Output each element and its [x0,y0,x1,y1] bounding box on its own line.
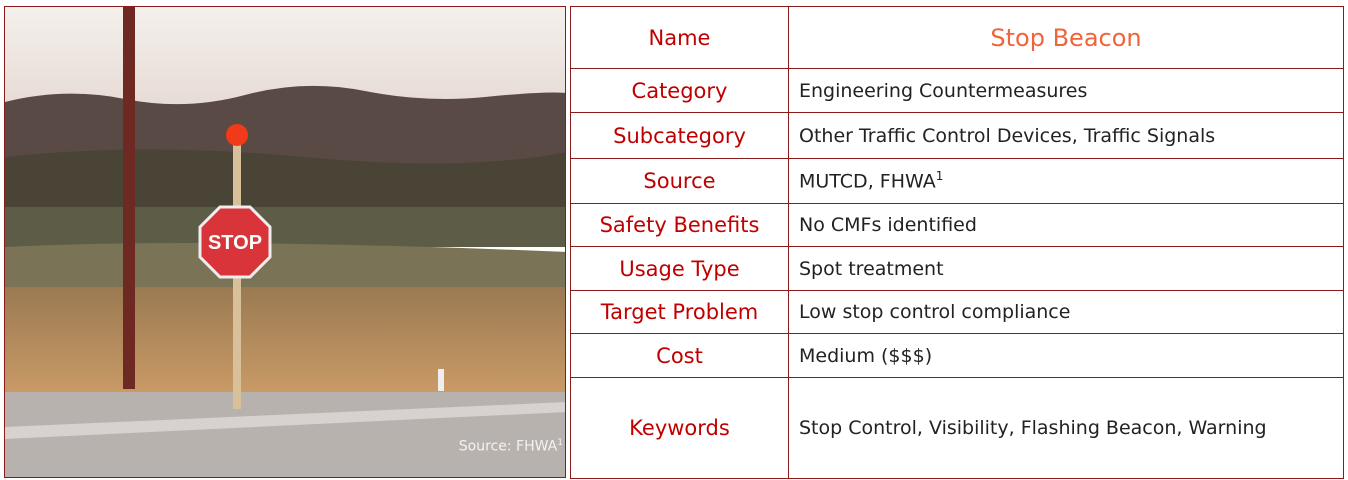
row-label: Name [570,6,789,69]
table-row: Cost Medium ($$$) [570,333,1344,378]
row-value-cell: Spot treatment [788,246,1344,291]
row-label: Subcategory [570,112,789,159]
caption-sup: 1 [557,438,563,449]
photo: STOP Source: FHWA1 [4,6,566,478]
row-value-cell: Other Traffic Control Devices, Traffic S… [788,112,1344,159]
row-value: Other Traffic Control Devices, Traffic S… [799,124,1216,147]
row-value-cell: Stop Beacon [788,6,1344,69]
row-value: Stop Beacon [990,23,1142,52]
row-value-cell: Low stop control compliance [788,290,1344,334]
row-value-cell: Medium ($$$) [788,333,1344,378]
row-label: Source [570,158,789,204]
row-value-cell: Stop Control, Visibility, Flashing Beaco… [788,377,1344,479]
row-value-cell: MUTCD, FHWA1 [788,158,1344,204]
row-value-cell: Engineering Countermeasures [788,68,1344,113]
svg-text:STOP: STOP [208,232,262,254]
row-value: Spot treatment [799,257,944,280]
row-value: Engineering Countermeasures [799,79,1088,102]
table-row: Subcategory Other Traffic Control Devices… [570,112,1344,159]
row-value: MUTCD, FHWA [799,170,936,193]
photo-caption: Source: FHWA1 [459,438,563,455]
row-value-sup: 1 [935,169,944,184]
info-table: Name Stop Beacon Category Engineering Count… [570,6,1344,479]
row-value: Medium ($$$) [799,344,933,367]
row-value: Low stop control compliance [799,301,1071,323]
row-label: Category [570,68,789,113]
row-label: Target Problem [570,290,789,334]
table-row: Source MUTCD, FHWA1 [570,158,1344,204]
row-label: Usage Type [570,246,789,291]
table-row: Safety Benefits No CMFs identified [570,203,1344,247]
row-label: Safety Benefits [570,203,789,247]
row-label: Cost [570,333,789,378]
row-value-cell: No CMFs identified [788,203,1344,247]
table-row: Usage Type Spot treatment [570,246,1344,291]
photo-illustration: STOP [5,7,565,477]
table-row: Category Engineering Countermeasures [570,68,1344,113]
table-row: Name Stop Beacon [570,6,1344,69]
row-label: Keywords [570,377,789,479]
table-row: Keywords Stop Control, Visibility, Flashi… [570,377,1344,479]
row-value: Stop Control, Visibility, Flashing Beaco… [799,417,1267,439]
caption-text: Source: FHWA [458,439,558,455]
table-row: Target Problem Low stop control complianc… [570,290,1344,334]
row-value: No CMFs identified [799,214,977,236]
